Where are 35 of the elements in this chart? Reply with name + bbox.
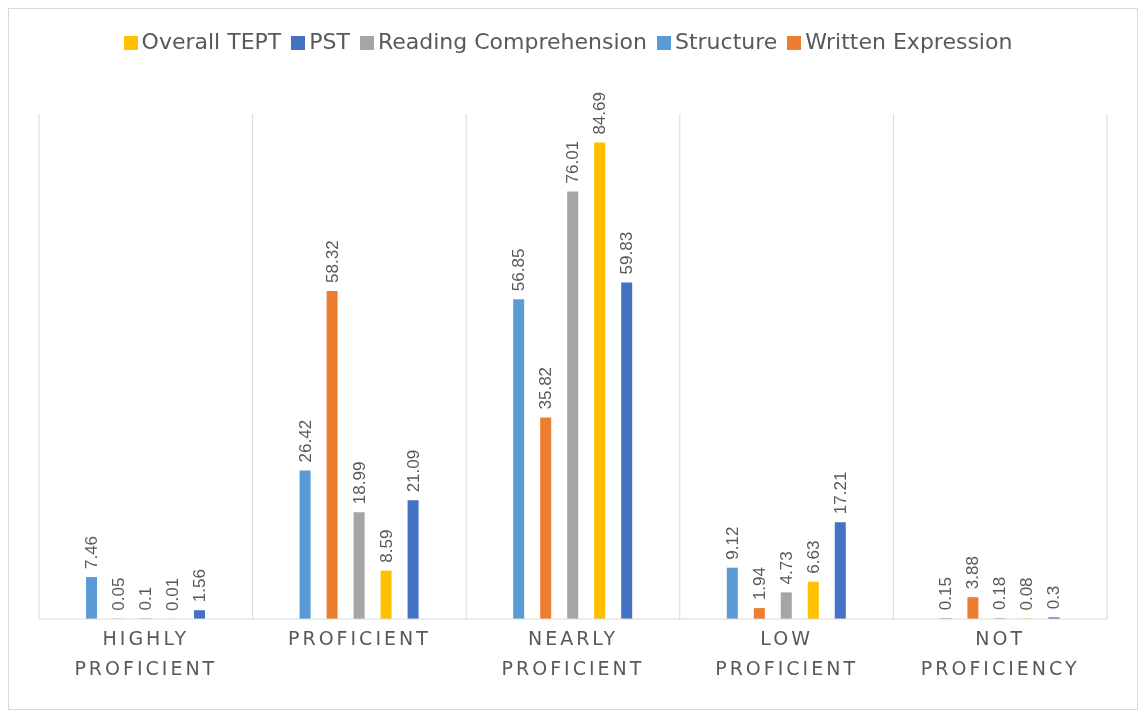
data-label: 21.09 [403, 449, 423, 493]
data-label: 18.99 [349, 461, 369, 505]
x-tick-label: NEARLY PROFICIENT [501, 627, 645, 679]
legend-label: Reading Comprehension [377, 29, 647, 54]
legend-label: PST [309, 29, 350, 54]
data-label: 1.56 [189, 569, 209, 603]
data-label: 58.32 [322, 240, 342, 283]
data-label: 3.88 [963, 556, 983, 590]
data-label: 26.42 [295, 419, 315, 463]
data-label: 35.82 [536, 366, 556, 410]
data-label: 56.85 [509, 248, 529, 292]
data-label: 1.94 [749, 566, 769, 601]
legend-label: Written Expression [805, 29, 1013, 54]
data-label: 7.46 [81, 535, 101, 570]
x-tick-label: PROFICIENT [287, 627, 431, 649]
data-label: 17.21 [830, 471, 850, 515]
legend-label: Structure [674, 29, 778, 54]
x-tick-label: NOT PROFICIENCY [920, 627, 1080, 679]
data-label: 8.59 [376, 529, 396, 563]
data-label: 4.73 [776, 551, 796, 585]
legend-label: Overall TEPT [141, 29, 282, 54]
x-tick-label: LOW PROFICIENT [715, 627, 859, 679]
data-label: 6.63 [803, 540, 823, 574]
data-label: 0.05 [108, 577, 128, 611]
data-label: 0.15 [936, 577, 956, 611]
data-label: 0.18 [990, 576, 1010, 610]
data-label: 0.01 [162, 577, 182, 611]
data-label: 0.3 [1044, 585, 1064, 610]
x-tick-label: HIGHLY PROFICIENT [74, 627, 218, 679]
data-label: 9.12 [722, 526, 742, 560]
data-label: 0.08 [1017, 577, 1037, 611]
data-label: 76.01 [563, 140, 583, 184]
data-label: 59.83 [617, 231, 637, 275]
data-label: 84.69 [590, 92, 610, 135]
data-label: 0.1 [135, 586, 155, 611]
